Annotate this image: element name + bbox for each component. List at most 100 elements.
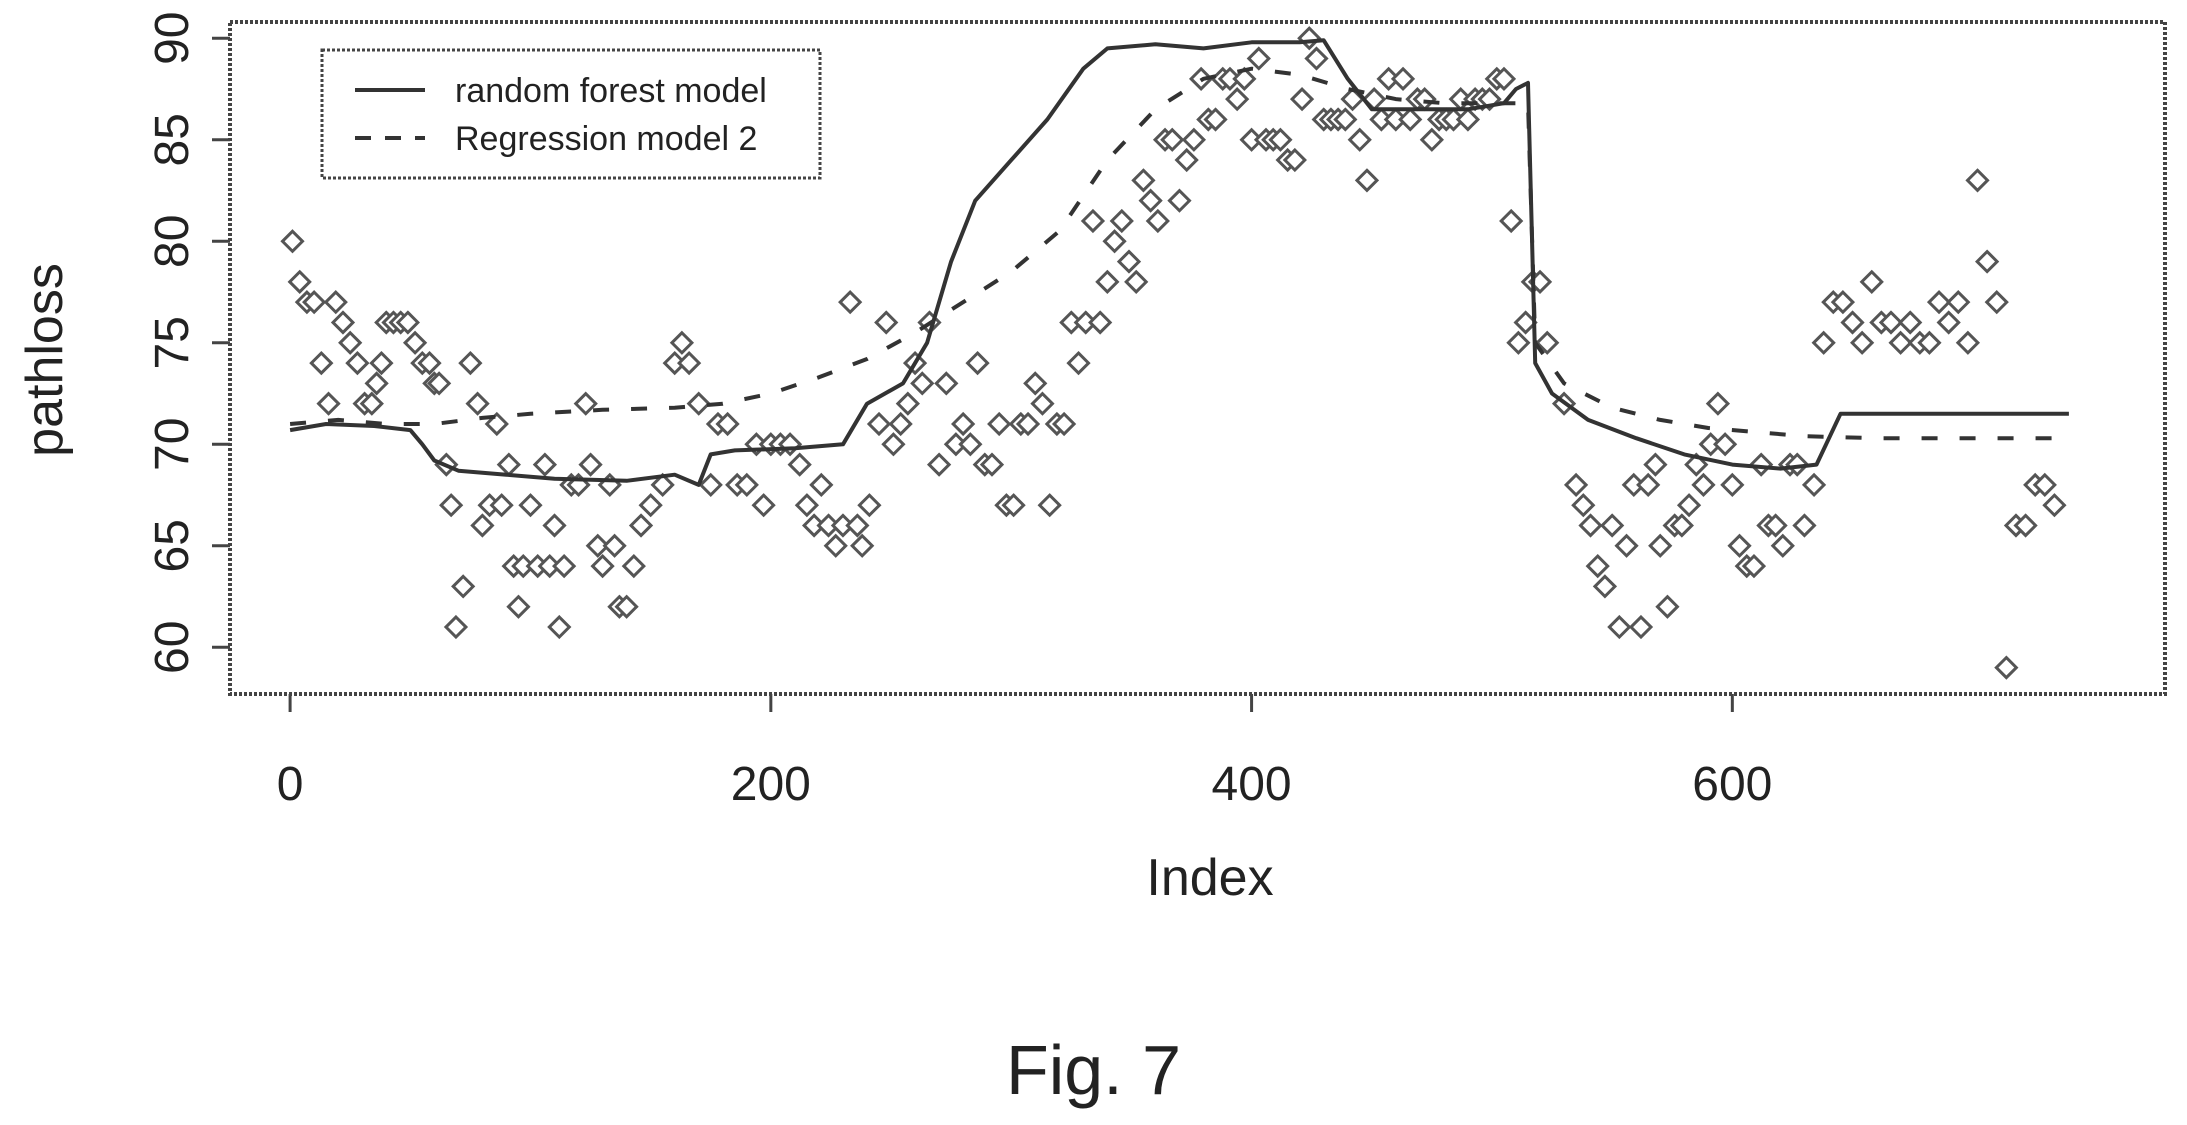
observed-point (1232, 66, 1257, 91)
observed-point (1289, 87, 1315, 112)
regression-model-line (289, 66, 2069, 441)
observed-point (888, 411, 913, 437)
observed-point (1705, 391, 1731, 416)
observed-point (2042, 493, 2067, 518)
observed-point (2013, 513, 2038, 538)
observed-point (1600, 513, 1625, 538)
observed-point (1181, 127, 1207, 152)
observed-point (1859, 269, 1884, 294)
observed-point (787, 452, 812, 477)
observed-point (1655, 594, 1680, 619)
x-tick-label: 600 (1692, 758, 1772, 811)
observed-point (1578, 513, 1603, 538)
observed-point (2032, 472, 2057, 498)
observed-point (621, 553, 646, 579)
x-axis-title: Index (1146, 849, 1273, 907)
observed-point (1095, 269, 1120, 294)
observed-point (465, 391, 490, 416)
observed-point (926, 452, 952, 477)
observed-point (698, 472, 723, 498)
observed-point (1585, 553, 1610, 579)
observed-point (1984, 290, 2009, 315)
observed-point (359, 391, 384, 416)
observed-point (316, 391, 341, 416)
observed-point (866, 411, 892, 437)
observed-point (1455, 107, 1481, 132)
observed-point (551, 553, 577, 579)
observed-point (489, 493, 514, 518)
observed-point (809, 472, 834, 498)
observed-point (1268, 127, 1293, 152)
legend-label-regression: Regression model 2 (455, 120, 757, 158)
observed-point (1965, 168, 1990, 193)
observed-point (470, 513, 495, 538)
observed-point (1676, 493, 1702, 518)
observed-point (1109, 208, 1134, 234)
observed-point (934, 371, 959, 396)
figure-caption: Fig. 7 (1005, 1031, 1182, 1109)
observed-point (1571, 493, 1596, 518)
observed-point (1282, 147, 1307, 173)
observed-point (1563, 472, 1589, 498)
observed-point (1770, 533, 1795, 558)
observed-point (1160, 127, 1185, 152)
observed-point (1614, 533, 1639, 558)
observed-point (578, 452, 603, 477)
observed-point (302, 290, 327, 315)
y-axis: 60 65 70 75 80 85 90 (146, 12, 230, 674)
observed-point (439, 493, 464, 518)
observed-point (638, 493, 663, 518)
y-tick-label: 70 (146, 418, 199, 471)
observed-point (1246, 46, 1271, 71)
observed-point (402, 330, 428, 355)
observed-point (1628, 614, 1654, 640)
observed-point (1946, 290, 1971, 315)
observed-point (845, 513, 870, 538)
observed-point (1727, 533, 1752, 558)
observed-point (1390, 66, 1416, 91)
observed-point (794, 493, 820, 518)
observed-point (1898, 310, 1923, 335)
x-tick-label: 0 (277, 758, 304, 811)
observed-point (1801, 472, 1827, 498)
observed-point (1830, 290, 1856, 315)
observed-point (958, 432, 983, 457)
observed-point (1015, 411, 1041, 437)
observed-point (614, 594, 639, 619)
observed-point (838, 290, 863, 315)
observed-point (1749, 452, 1774, 477)
observed-point (1926, 290, 1952, 315)
observed-point (602, 533, 627, 558)
observed-point (987, 411, 1012, 437)
observed-point (910, 371, 935, 396)
observed-point (518, 493, 543, 518)
observed-point (451, 574, 476, 599)
observed-point (1648, 533, 1673, 558)
observed-point (1297, 26, 1322, 51)
observed-point (590, 553, 615, 579)
x-tick-label: 400 (1212, 758, 1292, 811)
observed-point (1720, 472, 1745, 498)
observed-point (951, 411, 976, 437)
observed-point (1607, 614, 1632, 640)
observed-point (1037, 493, 1062, 518)
observed-point (686, 391, 711, 416)
observed-point (1304, 46, 1329, 71)
random-forest-line (289, 38, 2069, 487)
observed-point (1030, 391, 1055, 416)
plot-frame (228, 20, 2167, 696)
observed-point (364, 371, 389, 396)
observed-point (874, 310, 899, 335)
observed-point (1691, 472, 1716, 498)
observed-point (1763, 513, 1788, 538)
observed-point (345, 350, 370, 376)
observed-point (1994, 655, 2019, 680)
observed-point (506, 594, 531, 619)
observed-point (676, 350, 702, 376)
observed-point (1124, 269, 1149, 294)
model-lines (289, 38, 2069, 487)
observed-point (1878, 310, 1904, 335)
observed-point (369, 350, 394, 376)
observed-point (1491, 66, 1517, 91)
